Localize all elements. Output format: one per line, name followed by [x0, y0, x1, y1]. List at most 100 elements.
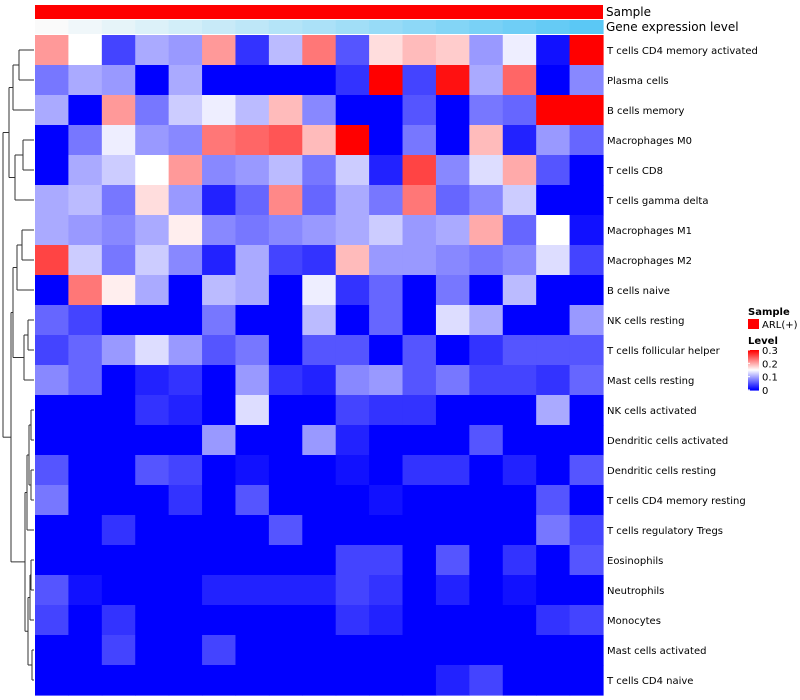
heatmap-cell [369, 95, 404, 126]
heatmap-cell [369, 515, 404, 546]
heatmap-cell [402, 455, 437, 486]
heatmap-cell [469, 335, 504, 366]
heatmap-cell [302, 35, 337, 66]
heatmap-cell [335, 425, 370, 456]
heatmap-cell [302, 125, 337, 156]
heatmap-cell [335, 335, 370, 366]
heatmap-cell [268, 275, 303, 306]
heatmap-cell [469, 125, 504, 156]
heatmap-cell [168, 335, 203, 366]
legend-colorbar-step [748, 385, 759, 387]
heatmap-cell [268, 335, 303, 366]
heatmap-cell [402, 95, 437, 126]
heatmap-cell [435, 35, 470, 66]
heatmap-cell [101, 275, 136, 306]
heatmap-cell [268, 35, 303, 66]
legend-level-title: Level [748, 336, 778, 347]
heatmap-cell [101, 305, 136, 336]
legend-colorbar-step [748, 388, 759, 390]
heatmap-cell [202, 275, 237, 306]
heatmap-cell [268, 395, 303, 426]
heatmap-cell [469, 575, 504, 606]
heatmap-cell [268, 425, 303, 456]
heatmap-cell [536, 575, 571, 606]
heatmap-cell [168, 635, 203, 666]
heatmap-cell [369, 575, 404, 606]
heatmap-cell [68, 275, 103, 306]
heatmap-cell [536, 95, 571, 126]
heatmap-cell [435, 575, 470, 606]
heatmap-cell [168, 665, 203, 696]
legend-colorbar-step [748, 358, 759, 360]
heatmap-cell [202, 305, 237, 336]
heatmap-cell [235, 125, 270, 156]
heatmap-cell [135, 35, 170, 66]
heatmap-cell [101, 665, 136, 696]
heatmap-cell [335, 185, 370, 216]
heatmap-cell [235, 365, 270, 396]
row-labels: T cells CD4 memory activated Plasma cells… [606, 46, 758, 687]
annotation-cell-gene-expression [335, 20, 370, 34]
annotation-cell-gene-expression [369, 20, 404, 34]
heatmap-cell [135, 335, 170, 366]
heatmap-cell [168, 575, 203, 606]
heatmap-cell [268, 305, 303, 336]
heatmap-cell [35, 485, 70, 516]
legend-colorbar-step [748, 363, 759, 365]
heatmap-cell [68, 485, 103, 516]
heatmap-cell [302, 65, 337, 96]
heatmap-cell [235, 575, 270, 606]
heatmap-cell [235, 485, 270, 516]
heatmap-cell [469, 635, 504, 666]
heatmap-cell [35, 665, 70, 696]
annotation-cell-gene-expression [302, 20, 337, 34]
heatmap-cell [101, 425, 136, 456]
legend-colorbar-step [748, 367, 759, 369]
heatmap-cell [135, 155, 170, 186]
heatmap-cell [402, 605, 437, 636]
heatmap-cell [469, 665, 504, 696]
heatmap-cell [435, 185, 470, 216]
heatmap-cell [268, 215, 303, 246]
heatmap-cell [369, 335, 404, 366]
heatmap-cell [335, 635, 370, 666]
heatmap-cell [502, 275, 537, 306]
heatmap-cell [469, 65, 504, 96]
annotation-cell-gene-expression [35, 20, 70, 34]
heatmap-cell [68, 605, 103, 636]
heatmap-cell [335, 665, 370, 696]
heatmap-cell [435, 215, 470, 246]
heatmap-cell [369, 245, 404, 276]
heatmap-cell [502, 365, 537, 396]
heatmap-cell [402, 395, 437, 426]
legend-colorbar-step [748, 371, 759, 373]
heatmap-cell [536, 395, 571, 426]
heatmap-cell [35, 245, 70, 276]
heatmap-cell [335, 35, 370, 66]
heatmap-cell [435, 365, 470, 396]
heatmap-cell [168, 305, 203, 336]
annotation-cell-gene-expression [569, 20, 604, 34]
heatmap-cell [135, 215, 170, 246]
heatmap-cell [569, 215, 604, 246]
legend-tick-label: 0.2 [762, 359, 778, 370]
heatmap-cell [435, 485, 470, 516]
legend-colorbar-step [748, 361, 759, 363]
heatmap-cell [135, 485, 170, 516]
heatmap-cell [569, 35, 604, 66]
heatmap-cell [469, 515, 504, 546]
heatmap-cell [536, 365, 571, 396]
row-label: T cells follicular helper [606, 346, 721, 357]
heatmap-cell [435, 275, 470, 306]
legend-colorbar-step [748, 381, 759, 383]
annotation-cell-gene-expression [235, 20, 270, 34]
heatmap-cell [35, 455, 70, 486]
heatmap-cell [35, 95, 70, 126]
heatmap-cell [536, 155, 571, 186]
legend-sample-swatch [748, 319, 759, 329]
heatmap-cell [569, 575, 604, 606]
heatmap-cell [536, 665, 571, 696]
annotation-cell-gene-expression [168, 20, 203, 34]
heatmap-cell [469, 425, 504, 456]
